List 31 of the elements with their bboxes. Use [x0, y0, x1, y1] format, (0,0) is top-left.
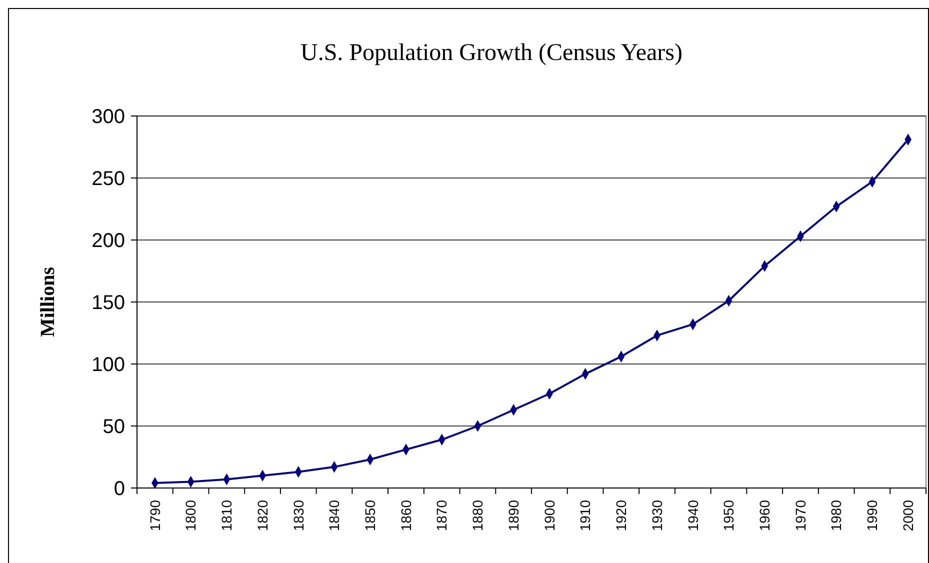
x-tick-label: 1890: [505, 500, 522, 532]
x-tick-label: 1870: [434, 500, 450, 532]
x-tick-label: 1960: [756, 500, 773, 532]
y-axis-title: Millions: [37, 266, 59, 338]
x-tick-label: 1990: [864, 500, 880, 532]
y-tick-label: 100: [92, 354, 125, 376]
y-tick-label: 200: [92, 230, 125, 252]
x-tick-label: 1850: [362, 500, 378, 532]
y-tick-label: 300: [92, 106, 125, 128]
x-tick-label: 1900: [541, 500, 558, 532]
y-tick-label: 150: [92, 292, 125, 314]
x-tick-label: 1800: [182, 500, 199, 532]
x-tick-label: 1830: [290, 500, 306, 532]
x-tick-label: 1940: [684, 500, 701, 532]
x-tick-label: 1810: [218, 500, 235, 532]
x-tick-label: 1910: [577, 500, 594, 532]
chart-title: U.S. Population Growth (Census Years): [300, 40, 683, 66]
x-tick-label: 1880: [470, 500, 486, 532]
y-tick-label: 250: [92, 168, 125, 190]
x-tick-label: 1790: [146, 500, 163, 532]
x-tick-label: 1980: [828, 500, 844, 532]
x-tick-label: 1860: [398, 500, 414, 532]
x-tick-label: 2000: [900, 500, 916, 532]
x-tick-label: 1950: [720, 500, 737, 532]
x-tick-label: 1820: [254, 500, 270, 532]
y-tick-label: 0: [114, 478, 125, 500]
y-tick-label: 50: [102, 416, 125, 438]
x-tick-label: 1840: [326, 500, 342, 532]
x-tick-label: 1970: [792, 500, 808, 532]
x-tick-label: 1920: [613, 500, 630, 532]
x-tick-label: 1930: [648, 500, 665, 532]
